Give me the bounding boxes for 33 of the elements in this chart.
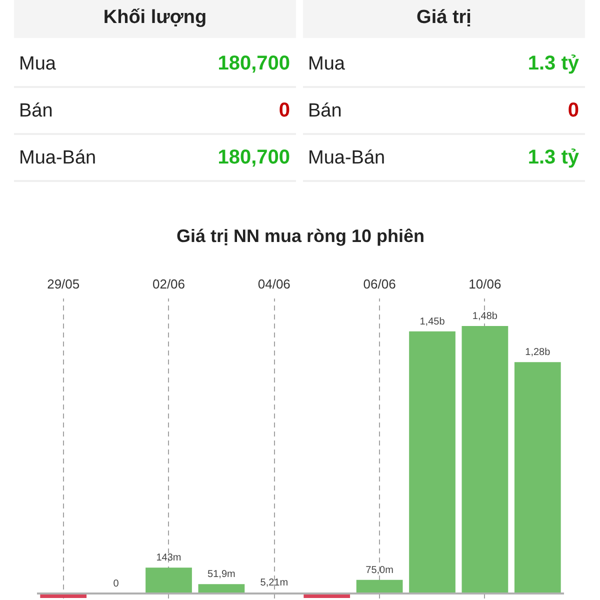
data-label: 0 [113,578,120,590]
bar [462,326,508,594]
category-label: Bán [308,100,342,122]
data-label: 75,0m [366,564,394,576]
text: 180,700 [218,52,290,74]
category-label: Mua [308,54,346,74]
x-tick-label: 02/06 [152,276,186,292]
x-tick-label: 06/06 [363,276,396,292]
text: 0 [568,100,579,122]
text: 0 [278,100,290,122]
text: Giá trị [416,7,472,28]
category-label: Bán [19,100,53,122]
data-label: 5,21m [260,578,288,589]
text: Khối lượng [103,7,207,28]
text: 180,700 [218,146,290,168]
bar [514,362,561,594]
text: 1.3 tỷ [528,52,579,74]
data-label: 1,48b [472,311,498,322]
data-label: 1,45b [420,316,446,328]
text: 1.3 tỷ [528,146,579,168]
x-tick-label: 10/06 [468,276,502,292]
data-label: 1,28b [525,347,551,358]
bar [146,568,192,594]
category-label: Mua-Bán [308,148,386,168]
x-tick-label: 29/05 [47,276,80,292]
chart-title: Giá trị NN mua ròng 10 phiên [176,226,425,246]
data-label: 51,9m [208,569,236,580]
category-label: Mua [19,54,56,74]
bar [409,331,456,594]
bar [356,580,403,594]
category-label: Mua-Bán [19,148,96,168]
x-tick-label: 04/06 [258,276,290,292]
data-label: 143m [156,552,182,564]
